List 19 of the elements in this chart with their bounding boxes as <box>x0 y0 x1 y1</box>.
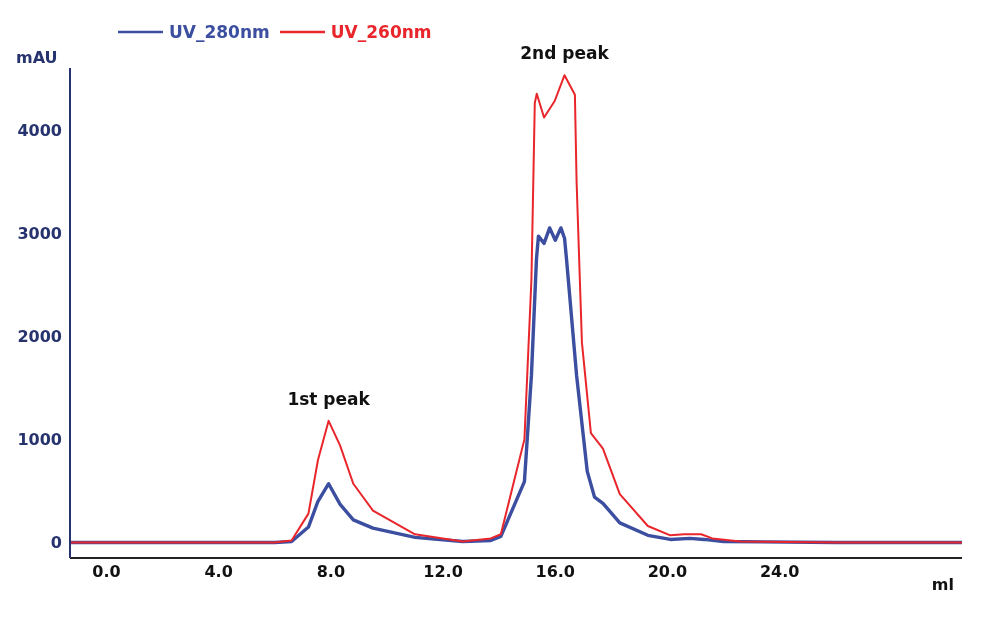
x-tick-label: 24.0 <box>759 562 800 582</box>
x-tick-label: 16.0 <box>535 562 576 582</box>
y-axis-title: mAU <box>16 48 58 67</box>
annotation: 2nd peak <box>520 43 610 64</box>
x-tick-label: 4.0 <box>204 562 233 582</box>
x-axis-title: ml <box>931 575 954 594</box>
y-tick-label: 3000 <box>17 223 62 243</box>
y-tick-label: 1000 <box>17 430 62 450</box>
y-tick-label: 0 <box>50 533 62 553</box>
x-tick-label: 8.0 <box>316 562 346 582</box>
y-tick-label: 4000 <box>17 120 62 140</box>
legend-label: UV_260nm <box>330 22 432 42</box>
x-tick-label: 0.0 <box>92 562 121 582</box>
x-tick-label: 12.0 <box>423 562 463 582</box>
x-tick-label: 20.0 <box>647 562 688 582</box>
legend-label: UV_280nm <box>169 22 270 42</box>
annotation: 1st peak <box>287 388 371 409</box>
y-tick-label: 2000 <box>17 326 62 346</box>
line-series <box>70 74 962 544</box>
